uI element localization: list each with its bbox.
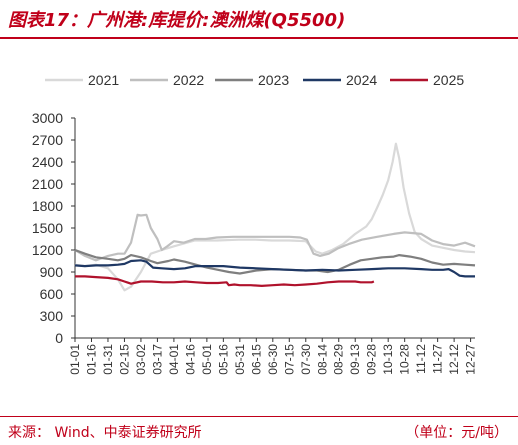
chart-title: 图表17：广州港:库提价:澳洲煤(Q5500): [8, 10, 346, 31]
y-tick-label: 0: [55, 330, 63, 346]
series-line-2022: [74, 213, 476, 262]
legend-label: 2023: [258, 72, 289, 88]
x-tick-label: 01-01: [68, 344, 82, 375]
x-tick-label: 08-29: [332, 344, 346, 375]
x-tick-label: 09-28: [365, 344, 379, 375]
y-tick-label: 900: [40, 264, 64, 280]
y-tick-label: 300: [40, 308, 64, 324]
series-line-2025: [75, 275, 375, 287]
x-tick-label: 06-30: [266, 344, 280, 375]
y-axis: 0 300 600 900 1200 1500 1800 2100 2400 2700 3000: [32, 110, 76, 346]
legend: 2021 2022 2023 2024 2025: [45, 72, 464, 88]
legend-item-2024: 2024: [303, 72, 377, 88]
x-tick-label: 10-13: [381, 344, 395, 375]
x-tick-label: 08-14: [315, 344, 329, 375]
source-note: 来源： Wind、中泰证券研究所: [8, 425, 202, 441]
x-tick-label: 11-12: [414, 344, 428, 374]
x-tick-label: 09-13: [348, 344, 362, 375]
x-tick-label: 12-27: [464, 344, 478, 375]
legend-item-2022: 2022: [130, 72, 204, 88]
x-tick-label: 02-15: [117, 344, 131, 375]
y-tick-label: 600: [40, 286, 64, 302]
y-tick-label: 2700: [32, 132, 63, 148]
x-tick-label: 05-01: [200, 344, 214, 375]
y-tick-label: 3000: [32, 110, 63, 126]
unit-note: （单位：元/吨）: [405, 425, 508, 441]
footer-divider: [0, 416, 518, 417]
x-axis: 01-01 01-16 01-31 02-15 03-02 03-17 04-01 04-16…: [68, 337, 478, 375]
x-tick-label: 07-30: [299, 344, 313, 375]
x-tick-label: 07-15: [282, 344, 296, 375]
x-tick-label: 01-16: [84, 344, 98, 375]
series-line-2021: [74, 142, 476, 292]
x-tick-label: 11-27: [431, 344, 445, 374]
legend-item-2025: 2025: [390, 72, 464, 88]
legend-item-2023: 2023: [215, 72, 289, 88]
y-tick-label: 1800: [32, 198, 63, 214]
series-layer: [74, 142, 476, 292]
x-tick-label: 04-16: [183, 344, 197, 375]
legend-label: 2021: [88, 72, 119, 88]
legend-item-2021: 2021: [45, 72, 119, 88]
y-tick-label: 1500: [32, 220, 63, 236]
legend-label: 2024: [346, 72, 377, 88]
x-tick-label: 12-12: [447, 344, 461, 375]
x-tick-label: 06-15: [249, 344, 263, 375]
x-tick-label: 03-02: [134, 344, 148, 375]
y-tick-label: 2400: [32, 154, 63, 170]
x-tick-label: 05-31: [233, 344, 247, 375]
series-line-2024: [74, 259, 475, 278]
legend-label: 2025: [433, 72, 464, 88]
x-tick-label: 04-01: [167, 344, 181, 375]
x-tick-label: 01-31: [101, 344, 115, 375]
x-tick-label: 05-16: [216, 344, 230, 375]
y-tick-label: 2100: [32, 176, 63, 192]
legend-label: 2022: [173, 72, 204, 88]
x-tick-label: 10-28: [398, 344, 412, 375]
x-tick-label: 03-17: [150, 344, 164, 375]
title-divider: [0, 37, 518, 39]
line-chart: 2021 2022 2023 2024 2025 0 300 600 900 1200 1500 1…: [32, 72, 478, 375]
y-tick-label: 1200: [32, 242, 63, 258]
